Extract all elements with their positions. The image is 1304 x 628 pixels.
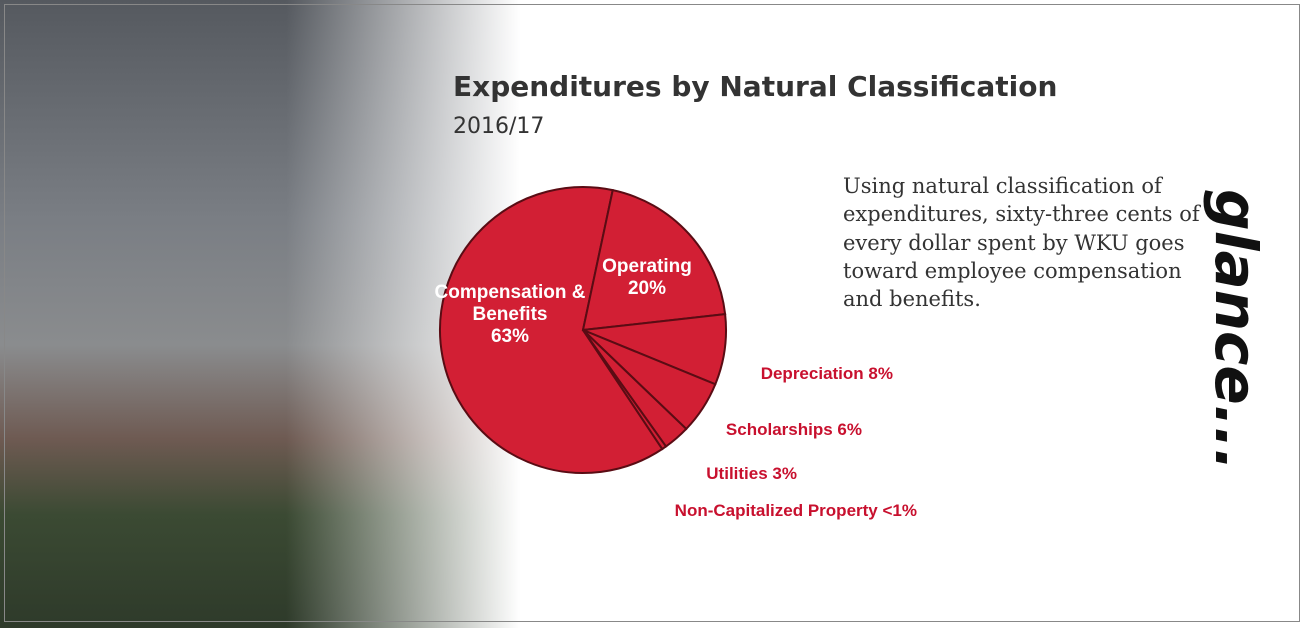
- slice-value: <1%: [882, 501, 918, 520]
- slice-label: Utilities 3%: [706, 464, 797, 484]
- slice-category: Operating: [602, 256, 692, 277]
- slice-value: 20%: [627, 277, 667, 299]
- slice-category: Non-Capitalized Property: [674, 501, 878, 520]
- slice-value: 63%: [490, 325, 530, 347]
- chart-title: Expenditures by Natural Classification: [453, 70, 1058, 103]
- slice-category: Compensation & Benefits: [434, 282, 586, 325]
- background-photo: [0, 0, 520, 628]
- annotation: Using natural classification of expendit…: [843, 174, 1200, 312]
- chart-subtitle: 2016/17: [453, 114, 545, 139]
- slice-value: 8%: [868, 364, 893, 383]
- pie-slice: [439, 186, 664, 474]
- slice-label: Scholarships 6%: [726, 420, 862, 440]
- slice-category: Scholarships: [725, 420, 833, 439]
- slice-category: Utilities: [706, 464, 768, 483]
- frame: [4, 4, 1300, 622]
- pie-slice: [581, 188, 727, 332]
- slice-category: Depreciation: [760, 364, 864, 383]
- slice-label: Operating 20%: [582, 256, 712, 300]
- slice-label: Compensation & Benefits 63%: [430, 282, 590, 348]
- slice-value: 6%: [837, 420, 862, 439]
- slice-label: Non-Capitalized Property <1%: [675, 501, 917, 521]
- slice-value: 3%: [772, 464, 797, 483]
- slice-label: Depreciation 8%: [761, 364, 893, 384]
- pie-slice: [582, 329, 668, 451]
